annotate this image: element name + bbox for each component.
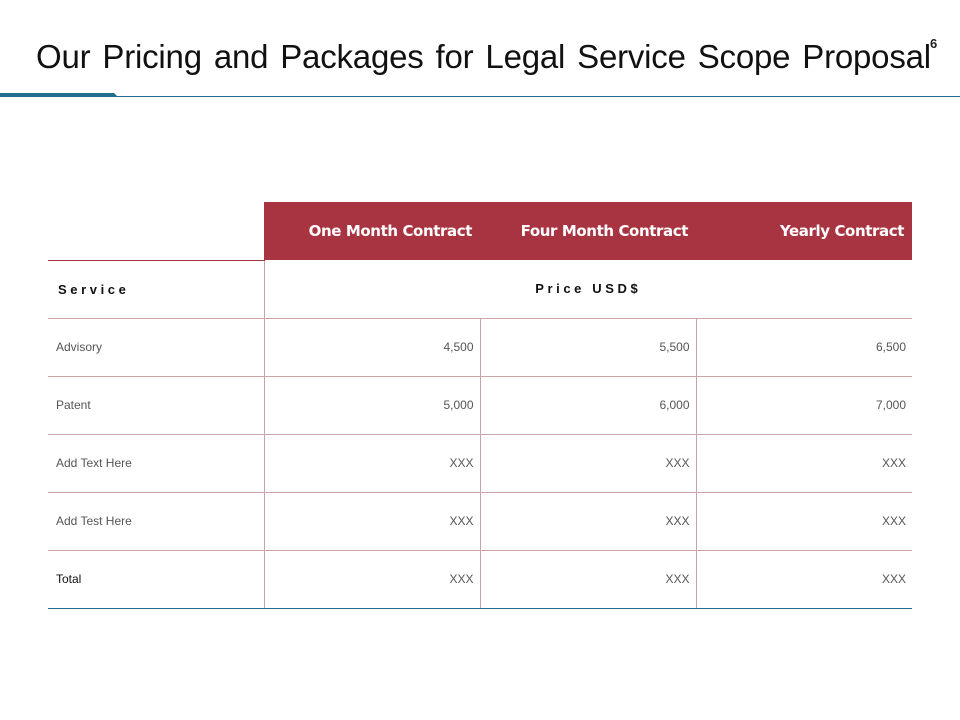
price-label: Price USD$	[264, 260, 912, 319]
title-accent-bar	[0, 93, 118, 97]
pricing-table: One Month Contract Four Month Contract Y…	[48, 202, 912, 609]
total-cell: XXX	[264, 550, 481, 609]
price-cell: 4,500	[264, 318, 481, 377]
price-cell: 7,000	[696, 376, 912, 435]
total-cell: XXX	[696, 550, 912, 609]
page-title: Our Pricing and Packages for Legal Servi…	[36, 38, 931, 75]
price-cell: XXX	[264, 434, 481, 493]
total-row: Total XXX XXX XXX	[48, 550, 912, 609]
price-cell: 5,500	[480, 318, 697, 377]
price-cell: XXX	[480, 492, 697, 551]
header-blank-cell	[48, 202, 265, 261]
header-row: One Month Contract Four Month Contract Y…	[48, 202, 912, 261]
price-cell: 5,000	[264, 376, 481, 435]
page-number: 6	[930, 36, 938, 51]
price-cell: 6,500	[696, 318, 912, 377]
table-row: Add Test Here XXX XXX XXX	[48, 492, 912, 551]
price-cell: 6,000	[480, 376, 697, 435]
title-divider	[0, 96, 960, 97]
row-label: Patent	[48, 376, 265, 435]
row-label: Add Text Here	[48, 434, 265, 493]
label-row: Service Price USD$	[48, 260, 912, 319]
price-cell: XXX	[480, 434, 697, 493]
table-row: Add Text Here XXX XXX XXX	[48, 434, 912, 493]
row-label: Add Test Here	[48, 492, 265, 551]
column-header-one-month: One Month Contract	[264, 202, 480, 260]
row-label: Advisory	[48, 318, 265, 377]
table-row: Patent 5,000 6,000 7,000	[48, 376, 912, 435]
price-cell: XXX	[696, 434, 912, 493]
table-row: Advisory 4,500 5,500 6,500	[48, 318, 912, 377]
column-header-yearly: Yearly Contract	[696, 202, 912, 260]
price-cell: XXX	[264, 492, 481, 551]
total-cell: XXX	[480, 550, 697, 609]
column-header-four-month: Four Month Contract	[480, 202, 696, 260]
price-cell: XXX	[696, 492, 912, 551]
total-label: Total	[48, 550, 265, 609]
service-label: Service	[48, 260, 265, 319]
